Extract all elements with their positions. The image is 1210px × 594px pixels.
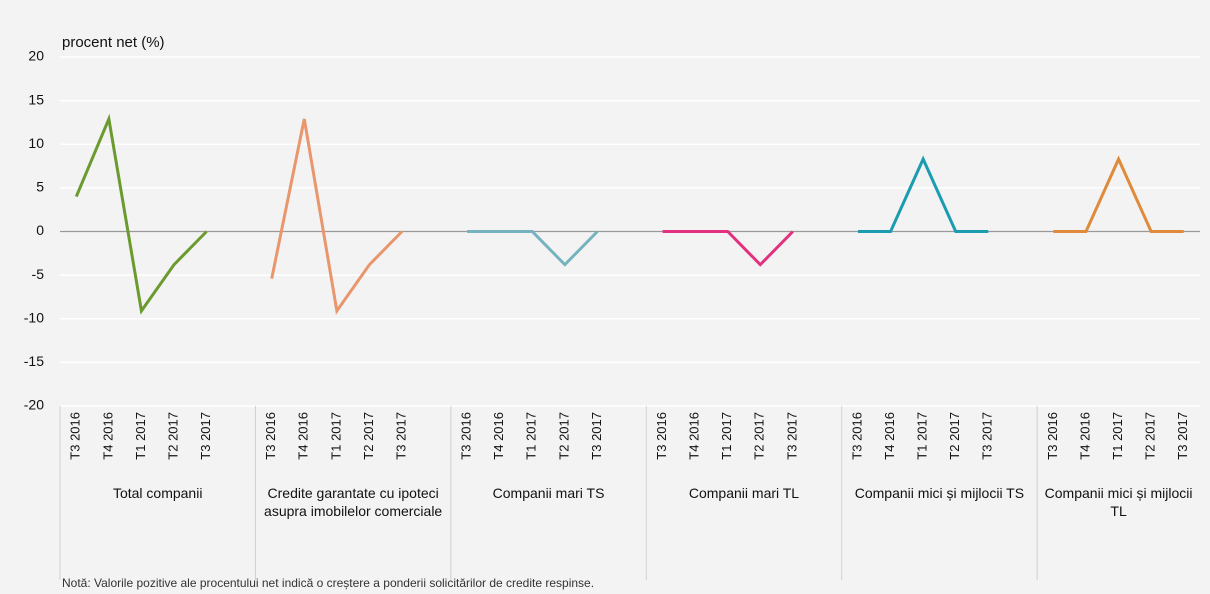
x-tick-label: T3 2016: [459, 412, 474, 460]
x-tick-label: T2 2017: [947, 412, 962, 460]
series-line: [467, 230, 599, 267]
x-tick-label: T1 2017: [719, 412, 734, 460]
x-tick-label: T3 2016: [263, 412, 278, 460]
x-tick-label: T3 2017: [393, 412, 408, 460]
x-tick-label: T2 2017: [752, 412, 767, 460]
series-line: [858, 155, 989, 233]
series-line: [270, 118, 404, 315]
y-tick-label: -20: [24, 397, 44, 413]
x-tick-label: T3 2016: [849, 412, 864, 460]
y-tick-label: 20: [28, 48, 44, 64]
x-tick-label: T1 2017: [915, 412, 930, 460]
x-tick-label: T3 2016: [654, 412, 669, 460]
y-tick-label: 0: [36, 222, 44, 238]
x-tick-label: T1 2017: [133, 412, 148, 460]
y-tick-label: -5: [32, 266, 45, 282]
x-tick-label: T4 2016: [491, 412, 506, 460]
x-tick-label: T3 2016: [1045, 412, 1060, 460]
x-tick-label: T2 2017: [556, 412, 571, 460]
series-line: [662, 230, 794, 267]
x-tick-label: T4 2016: [687, 412, 702, 460]
x-tick-label: T4 2016: [100, 412, 115, 460]
group-label: Companii mari TS: [492, 485, 605, 501]
y-axis-label: procent net (%): [62, 34, 165, 51]
x-tick-label: T2 2017: [361, 412, 376, 460]
y-tick-label: 15: [28, 91, 44, 107]
group-label-box: Companii mici și mijlocii TS: [854, 485, 1025, 501]
x-tick-label: T4 2016: [1077, 412, 1092, 460]
y-tick-label: -10: [24, 309, 44, 325]
group-label: Companii mari TL: [688, 485, 800, 501]
group-label: Companii mici și mijlocii TL: [1044, 485, 1193, 519]
note: Notă: Valorile pozitive ale procentului …: [62, 576, 594, 590]
series-line: [74, 113, 208, 315]
y-tick-label: 10: [28, 135, 44, 151]
x-tick-label: T1 2017: [524, 412, 539, 460]
group-label-box: Companii mari TS: [492, 485, 605, 501]
x-tick-label: T3 2017: [1175, 412, 1190, 460]
group-label-box: Total companii: [112, 485, 203, 501]
x-tick-label: T1 2017: [1110, 412, 1125, 460]
group-label-box: Companii mici și mijlocii TL: [1044, 485, 1193, 519]
group-label: Companii mici și mijlocii TS: [854, 485, 1025, 501]
x-tick-label: T4 2016: [882, 412, 897, 460]
x-tick-label: T3 2017: [589, 412, 604, 460]
x-tick-label: T2 2017: [1143, 412, 1158, 460]
x-tick-label: T3 2017: [198, 412, 213, 460]
x-tick-label: T2 2017: [165, 412, 180, 460]
group-label-box: Credite garantate cu ipoteci asupra imob…: [264, 485, 443, 519]
x-tick-label: T3 2017: [784, 412, 799, 460]
y-tick-label: -15: [24, 353, 44, 369]
group-label-box: Companii mari TL: [688, 485, 800, 501]
x-tick-label: T3 2016: [68, 412, 83, 460]
y-tick-label: 5: [36, 179, 44, 195]
x-tick-label: T1 2017: [328, 412, 343, 460]
x-tick-label: T4 2016: [296, 412, 311, 460]
group-label: Total companii: [112, 485, 203, 501]
group-label: Credite garantate cu ipoteci asupra imob…: [264, 485, 443, 519]
x-tick-label: T3 2017: [980, 412, 995, 460]
series-line: [1053, 155, 1184, 233]
